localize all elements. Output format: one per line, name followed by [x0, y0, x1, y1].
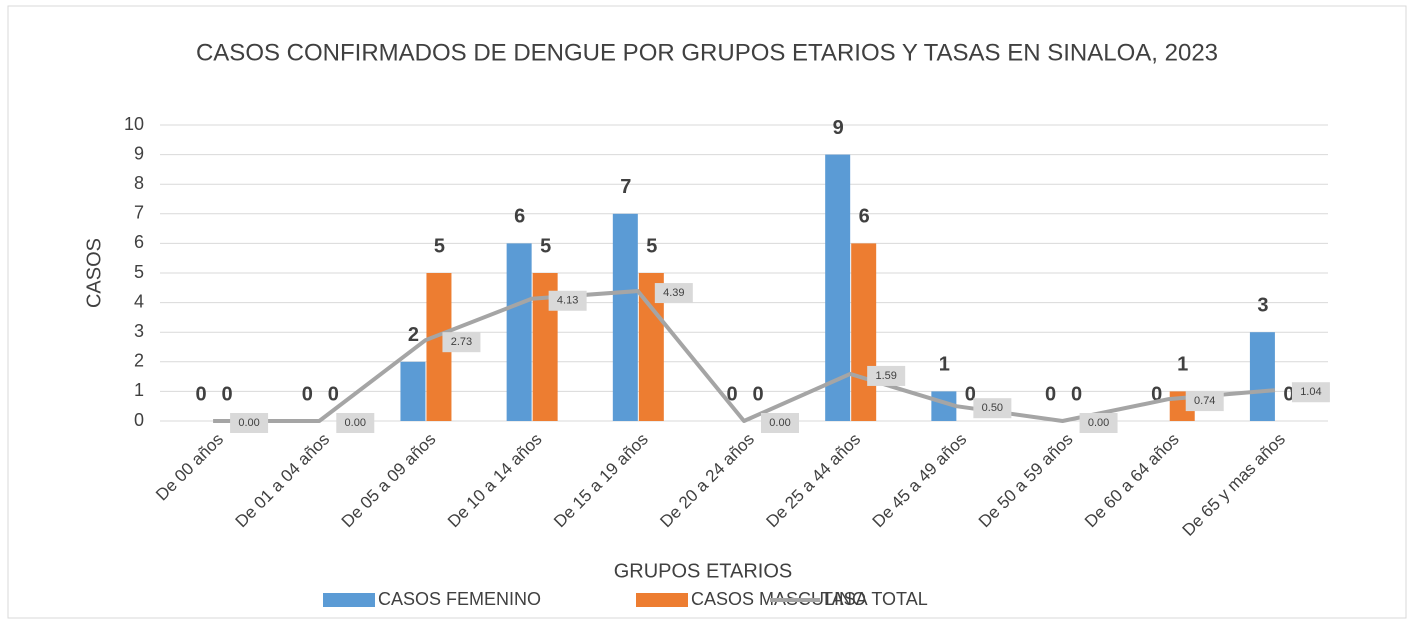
y-axis-title: CASOS: [83, 238, 105, 308]
y-tick-label: 1: [134, 380, 144, 400]
bar-value-label: 6: [514, 206, 525, 228]
bar-value-label: 0: [196, 383, 207, 405]
line-value-label: 0.00: [238, 417, 259, 429]
bar-value-label: 0: [328, 383, 339, 405]
chart-title: CASOS CONFIRMADOS DE DENGUE POR GRUPOS E…: [196, 39, 1218, 66]
line-label-box: [1079, 413, 1118, 433]
bar-value-label: 0: [752, 383, 763, 405]
bar-value-label: 1: [1177, 354, 1188, 376]
line-label-box: [1185, 391, 1224, 412]
bar: [612, 213, 638, 421]
y-tick-label: 9: [134, 143, 144, 163]
y-tick-label: 4: [134, 291, 144, 311]
bar-value-label: 7: [620, 176, 631, 198]
line-value-label: 1.04: [1300, 386, 1321, 398]
y-tick-label: 2: [134, 351, 144, 371]
line-label-box: [230, 413, 269, 433]
bar-value-label: 9: [833, 117, 844, 139]
line-value-label: 1.59: [875, 370, 896, 382]
line-value-label: 4.39: [663, 287, 684, 299]
bar-value-label: 0: [726, 383, 737, 405]
y-tick-label: 7: [134, 203, 144, 223]
bar: [851, 243, 877, 421]
y-tick-label: 8: [134, 173, 144, 193]
bar-value-label: 0: [1151, 383, 1162, 405]
line-value-label: 0.00: [769, 417, 790, 429]
bar: [506, 243, 532, 421]
chart-frame: [7, 5, 1407, 619]
bar-value-label: 0: [965, 383, 976, 405]
legend-label: TASA TOTAL: [822, 589, 928, 609]
line-label-box: [1291, 382, 1330, 403]
line-value-label: 2.73: [451, 336, 472, 348]
line-label-box: [548, 290, 587, 311]
bar-value-label: 5: [434, 235, 445, 257]
line-label-box: [761, 413, 799, 433]
y-tick-label: 6: [134, 232, 144, 252]
y-tick-label: 0: [134, 410, 144, 430]
x-axis-title: GRUPOS ETARIOS: [614, 560, 793, 582]
line-value-label: 0.74: [1194, 395, 1215, 407]
y-tick-label: 3: [134, 321, 144, 341]
bar-value-label: 0: [1071, 383, 1082, 405]
bar: [400, 361, 426, 421]
line-label-box: [336, 413, 375, 433]
line-value-label: 0.00: [1088, 417, 1109, 429]
bar-value-label: 0: [1283, 383, 1294, 405]
y-tick-label: 5: [134, 262, 144, 282]
bar-value-label: 1: [939, 354, 950, 376]
y-tick-label: 10: [124, 114, 144, 134]
line-label-box: [867, 365, 906, 386]
line-value-label: 0.00: [345, 417, 366, 429]
bar-value-label: 5: [646, 235, 657, 257]
line-label-box: [973, 398, 1012, 419]
legend-swatch: [323, 593, 375, 607]
bar-value-label: 0: [1045, 383, 1056, 405]
bar-value-label: 2: [408, 324, 419, 346]
bar-value-label: 6: [859, 206, 870, 228]
line-label-box: [442, 332, 481, 353]
bar-value-label: 3: [1257, 294, 1268, 316]
line-label-box: [654, 283, 693, 304]
bar: [1249, 332, 1275, 421]
bar-value-label: 0: [302, 383, 313, 405]
bar-value-label: 5: [540, 235, 551, 257]
bar-value-label: 0: [222, 383, 233, 405]
legend-label: CASOS FEMENINO: [378, 589, 541, 609]
line-value-label: 4.13: [557, 295, 578, 307]
line-value-label: 0.50: [982, 402, 1003, 414]
legend-swatch: [636, 593, 688, 607]
